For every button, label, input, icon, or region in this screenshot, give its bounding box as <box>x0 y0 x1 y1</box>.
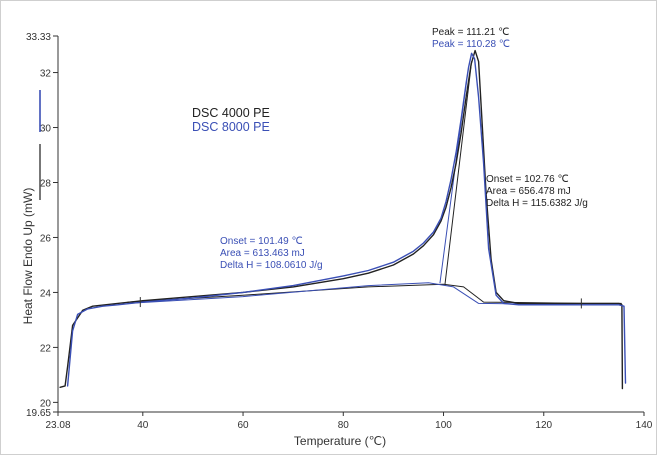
legend-dsc-8000: DSC 8000 PE <box>192 120 270 134</box>
x-ticks: 23.08 40 60 80 100 120 140 <box>45 412 653 431</box>
legend-dsc-4000: DSC 4000 PE <box>192 106 270 120</box>
x-tick-label: 120 <box>535 420 552 431</box>
onset-label-dsc-8000: Onset = 101.49 ℃ <box>220 236 303 247</box>
y-tick-label: 26 <box>40 233 52 244</box>
x-tick-label: 23.08 <box>45 420 70 431</box>
y-tick-label: 32 <box>40 69 52 80</box>
onset-tangent-dsc-4000 <box>444 61 473 285</box>
y-tick-label: 24 <box>40 288 52 299</box>
area-label-dsc-8000: Area = 613.463 mJ <box>220 248 305 259</box>
y-tick-label: 28 <box>40 178 52 189</box>
x-tick-label: 140 <box>636 420 653 431</box>
x-axis-title: Temperature (℃) <box>294 434 386 448</box>
x-tick-label: 80 <box>338 420 350 431</box>
y-axis-title: Heat Flow Endo Up (mW) <box>21 188 35 325</box>
x-tick-label: 40 <box>137 420 149 431</box>
plot-lines <box>59 49 627 390</box>
series-line-dsc-8000 <box>66 52 627 387</box>
area-label-dsc-4000: Area = 656.478 mJ <box>486 186 571 197</box>
x-tick-label: 60 <box>237 420 249 431</box>
y-tick-label: 22 <box>40 343 52 354</box>
x-tick-label: 100 <box>435 420 452 431</box>
peak-label-dsc-8000: Peak = 110.28 ℃ <box>432 39 510 50</box>
delta-h-label-dsc-8000: Delta H = 108.0610 J/g <box>220 260 323 271</box>
y-tick-label: 30 <box>40 124 52 135</box>
delta-h-label-dsc-4000: Delta H = 115.6382 J/g <box>486 198 588 209</box>
peak-label-dsc-4000: Peak = 111.21 ℃ <box>432 27 509 38</box>
y-tick-label: 20 <box>40 398 52 409</box>
onset-label-dsc-4000: Onset = 102.76 ℃ <box>486 174 569 185</box>
y-tick-label: 19.65 <box>26 408 51 419</box>
series-line-dsc-4000 <box>59 49 624 390</box>
y-tick-label: 33.33 <box>26 32 51 43</box>
